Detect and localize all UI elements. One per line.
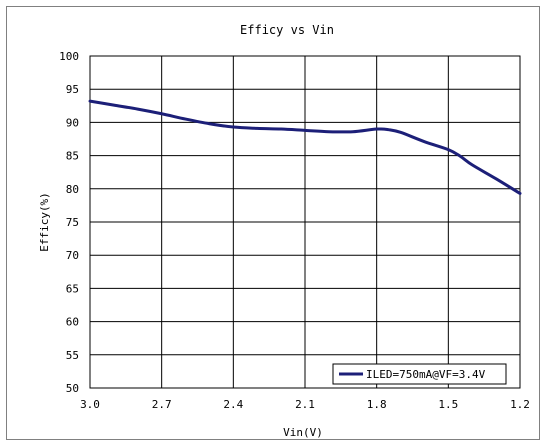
x-tick-label: 1.8 bbox=[367, 398, 387, 411]
y-tick-label: 85 bbox=[66, 150, 79, 163]
y-tick-label: 55 bbox=[66, 349, 79, 362]
y-tick-label: 75 bbox=[66, 216, 79, 229]
x-tick-label: 2.7 bbox=[152, 398, 172, 411]
x-tick-label: 1.5 bbox=[438, 398, 458, 411]
chart-title: Efficy vs Vin bbox=[240, 23, 334, 37]
x-tick-label: 3.0 bbox=[80, 398, 100, 411]
x-tick-label: 2.1 bbox=[295, 398, 315, 411]
y-tick-label: 90 bbox=[66, 116, 79, 129]
series-layer bbox=[88, 99, 522, 195]
y-axis-label: Efficy(%) bbox=[38, 192, 51, 252]
x-axis-label: Vin(V) bbox=[283, 426, 323, 439]
tick-labels: 100 95 90 85 80 75 70 65 60 55 503.0 2.7 2.4 2.1 1.8 1.… bbox=[59, 50, 530, 411]
grid bbox=[89, 55, 521, 389]
y-tick-label: 80 bbox=[66, 183, 79, 196]
legend-box bbox=[332, 363, 507, 385]
y-tick-label: 50 bbox=[66, 382, 79, 395]
legend-label: ILED=750mA@VF=3.4V bbox=[366, 368, 486, 381]
legend: ILED=750mA@VF=3.4V bbox=[332, 363, 507, 385]
x-tick-label: 1.2 bbox=[510, 398, 530, 411]
series-line bbox=[88, 99, 522, 195]
y-tick-label: 70 bbox=[66, 249, 79, 262]
y-tick-label: 65 bbox=[66, 282, 79, 295]
y-tick-label: 95 bbox=[66, 83, 79, 96]
y-tick-label: 100 bbox=[59, 50, 79, 63]
y-tick-label: 60 bbox=[66, 316, 79, 329]
x-tick-label: 2.4 bbox=[223, 398, 243, 411]
